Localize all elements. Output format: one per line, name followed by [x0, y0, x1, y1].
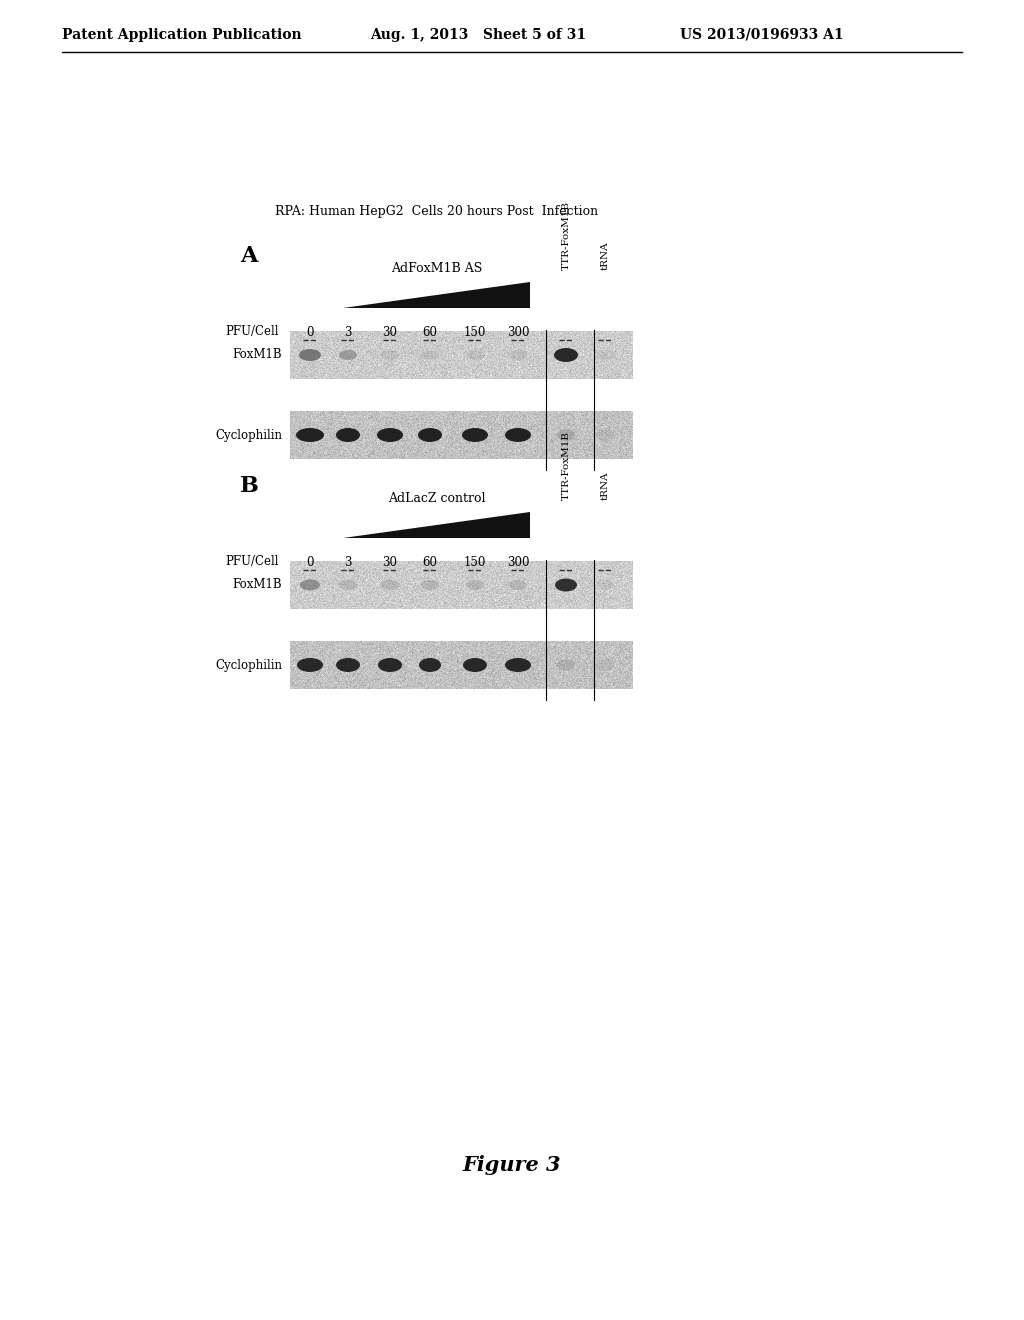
- Text: Aug. 1, 2013   Sheet 5 of 31: Aug. 1, 2013 Sheet 5 of 31: [370, 28, 586, 42]
- Text: 0: 0: [306, 556, 313, 569]
- Text: Cyclophilin: Cyclophilin: [215, 659, 282, 672]
- Text: 3: 3: [344, 326, 352, 338]
- Ellipse shape: [466, 350, 484, 360]
- Ellipse shape: [466, 579, 484, 590]
- Polygon shape: [343, 282, 530, 308]
- Ellipse shape: [381, 350, 399, 360]
- Text: 0: 0: [306, 326, 313, 338]
- Ellipse shape: [505, 657, 531, 672]
- Ellipse shape: [297, 657, 323, 672]
- Text: Cyclophilin: Cyclophilin: [215, 429, 282, 441]
- Ellipse shape: [421, 579, 439, 590]
- Ellipse shape: [296, 428, 324, 442]
- Text: tRNA: tRNA: [600, 471, 609, 500]
- Ellipse shape: [505, 428, 531, 442]
- Text: 60: 60: [423, 326, 437, 338]
- Ellipse shape: [596, 429, 614, 441]
- Text: 150: 150: [464, 326, 486, 338]
- Text: 300: 300: [507, 556, 529, 569]
- Text: 150: 150: [464, 556, 486, 569]
- Text: TTR-FoxM1B: TTR-FoxM1B: [561, 432, 570, 500]
- Text: FoxM1B: FoxM1B: [232, 578, 282, 591]
- Ellipse shape: [378, 657, 402, 672]
- Ellipse shape: [462, 428, 488, 442]
- Text: B: B: [240, 475, 259, 498]
- Text: 30: 30: [383, 326, 397, 338]
- Text: 60: 60: [423, 556, 437, 569]
- Text: tRNA: tRNA: [600, 242, 609, 271]
- Text: RPA: Human HepG2  Cells 20 hours Post  Infection: RPA: Human HepG2 Cells 20 hours Post Inf…: [275, 206, 598, 219]
- Text: Patent Application Publication: Patent Application Publication: [62, 28, 302, 42]
- Ellipse shape: [300, 579, 319, 590]
- Text: TTR-FoxM1B: TTR-FoxM1B: [561, 201, 570, 271]
- Text: 3: 3: [344, 556, 352, 569]
- Ellipse shape: [463, 657, 487, 672]
- Ellipse shape: [418, 428, 442, 442]
- Text: 30: 30: [383, 556, 397, 569]
- Text: AdFoxM1B AS: AdFoxM1B AS: [391, 261, 482, 275]
- Text: AdLacZ control: AdLacZ control: [388, 491, 485, 504]
- Text: Figure 3: Figure 3: [463, 1155, 561, 1175]
- Ellipse shape: [509, 350, 527, 360]
- Ellipse shape: [557, 429, 575, 441]
- Text: US 2013/0196933 A1: US 2013/0196933 A1: [680, 28, 844, 42]
- Ellipse shape: [554, 348, 578, 362]
- Ellipse shape: [509, 579, 527, 590]
- Text: A: A: [240, 246, 257, 267]
- Ellipse shape: [596, 579, 614, 590]
- Ellipse shape: [336, 428, 360, 442]
- Ellipse shape: [377, 428, 403, 442]
- Ellipse shape: [381, 579, 399, 590]
- Ellipse shape: [419, 657, 441, 672]
- Text: PFU/Cell: PFU/Cell: [225, 326, 279, 338]
- Text: FoxM1B: FoxM1B: [232, 348, 282, 362]
- Ellipse shape: [557, 659, 575, 671]
- Ellipse shape: [596, 659, 614, 671]
- Ellipse shape: [596, 350, 614, 360]
- Ellipse shape: [299, 348, 321, 360]
- Text: 300: 300: [507, 326, 529, 338]
- Ellipse shape: [339, 579, 357, 590]
- Polygon shape: [343, 512, 530, 539]
- Ellipse shape: [555, 578, 577, 591]
- Ellipse shape: [336, 657, 360, 672]
- Ellipse shape: [339, 350, 357, 360]
- Text: PFU/Cell: PFU/Cell: [225, 556, 279, 569]
- Ellipse shape: [421, 350, 439, 360]
